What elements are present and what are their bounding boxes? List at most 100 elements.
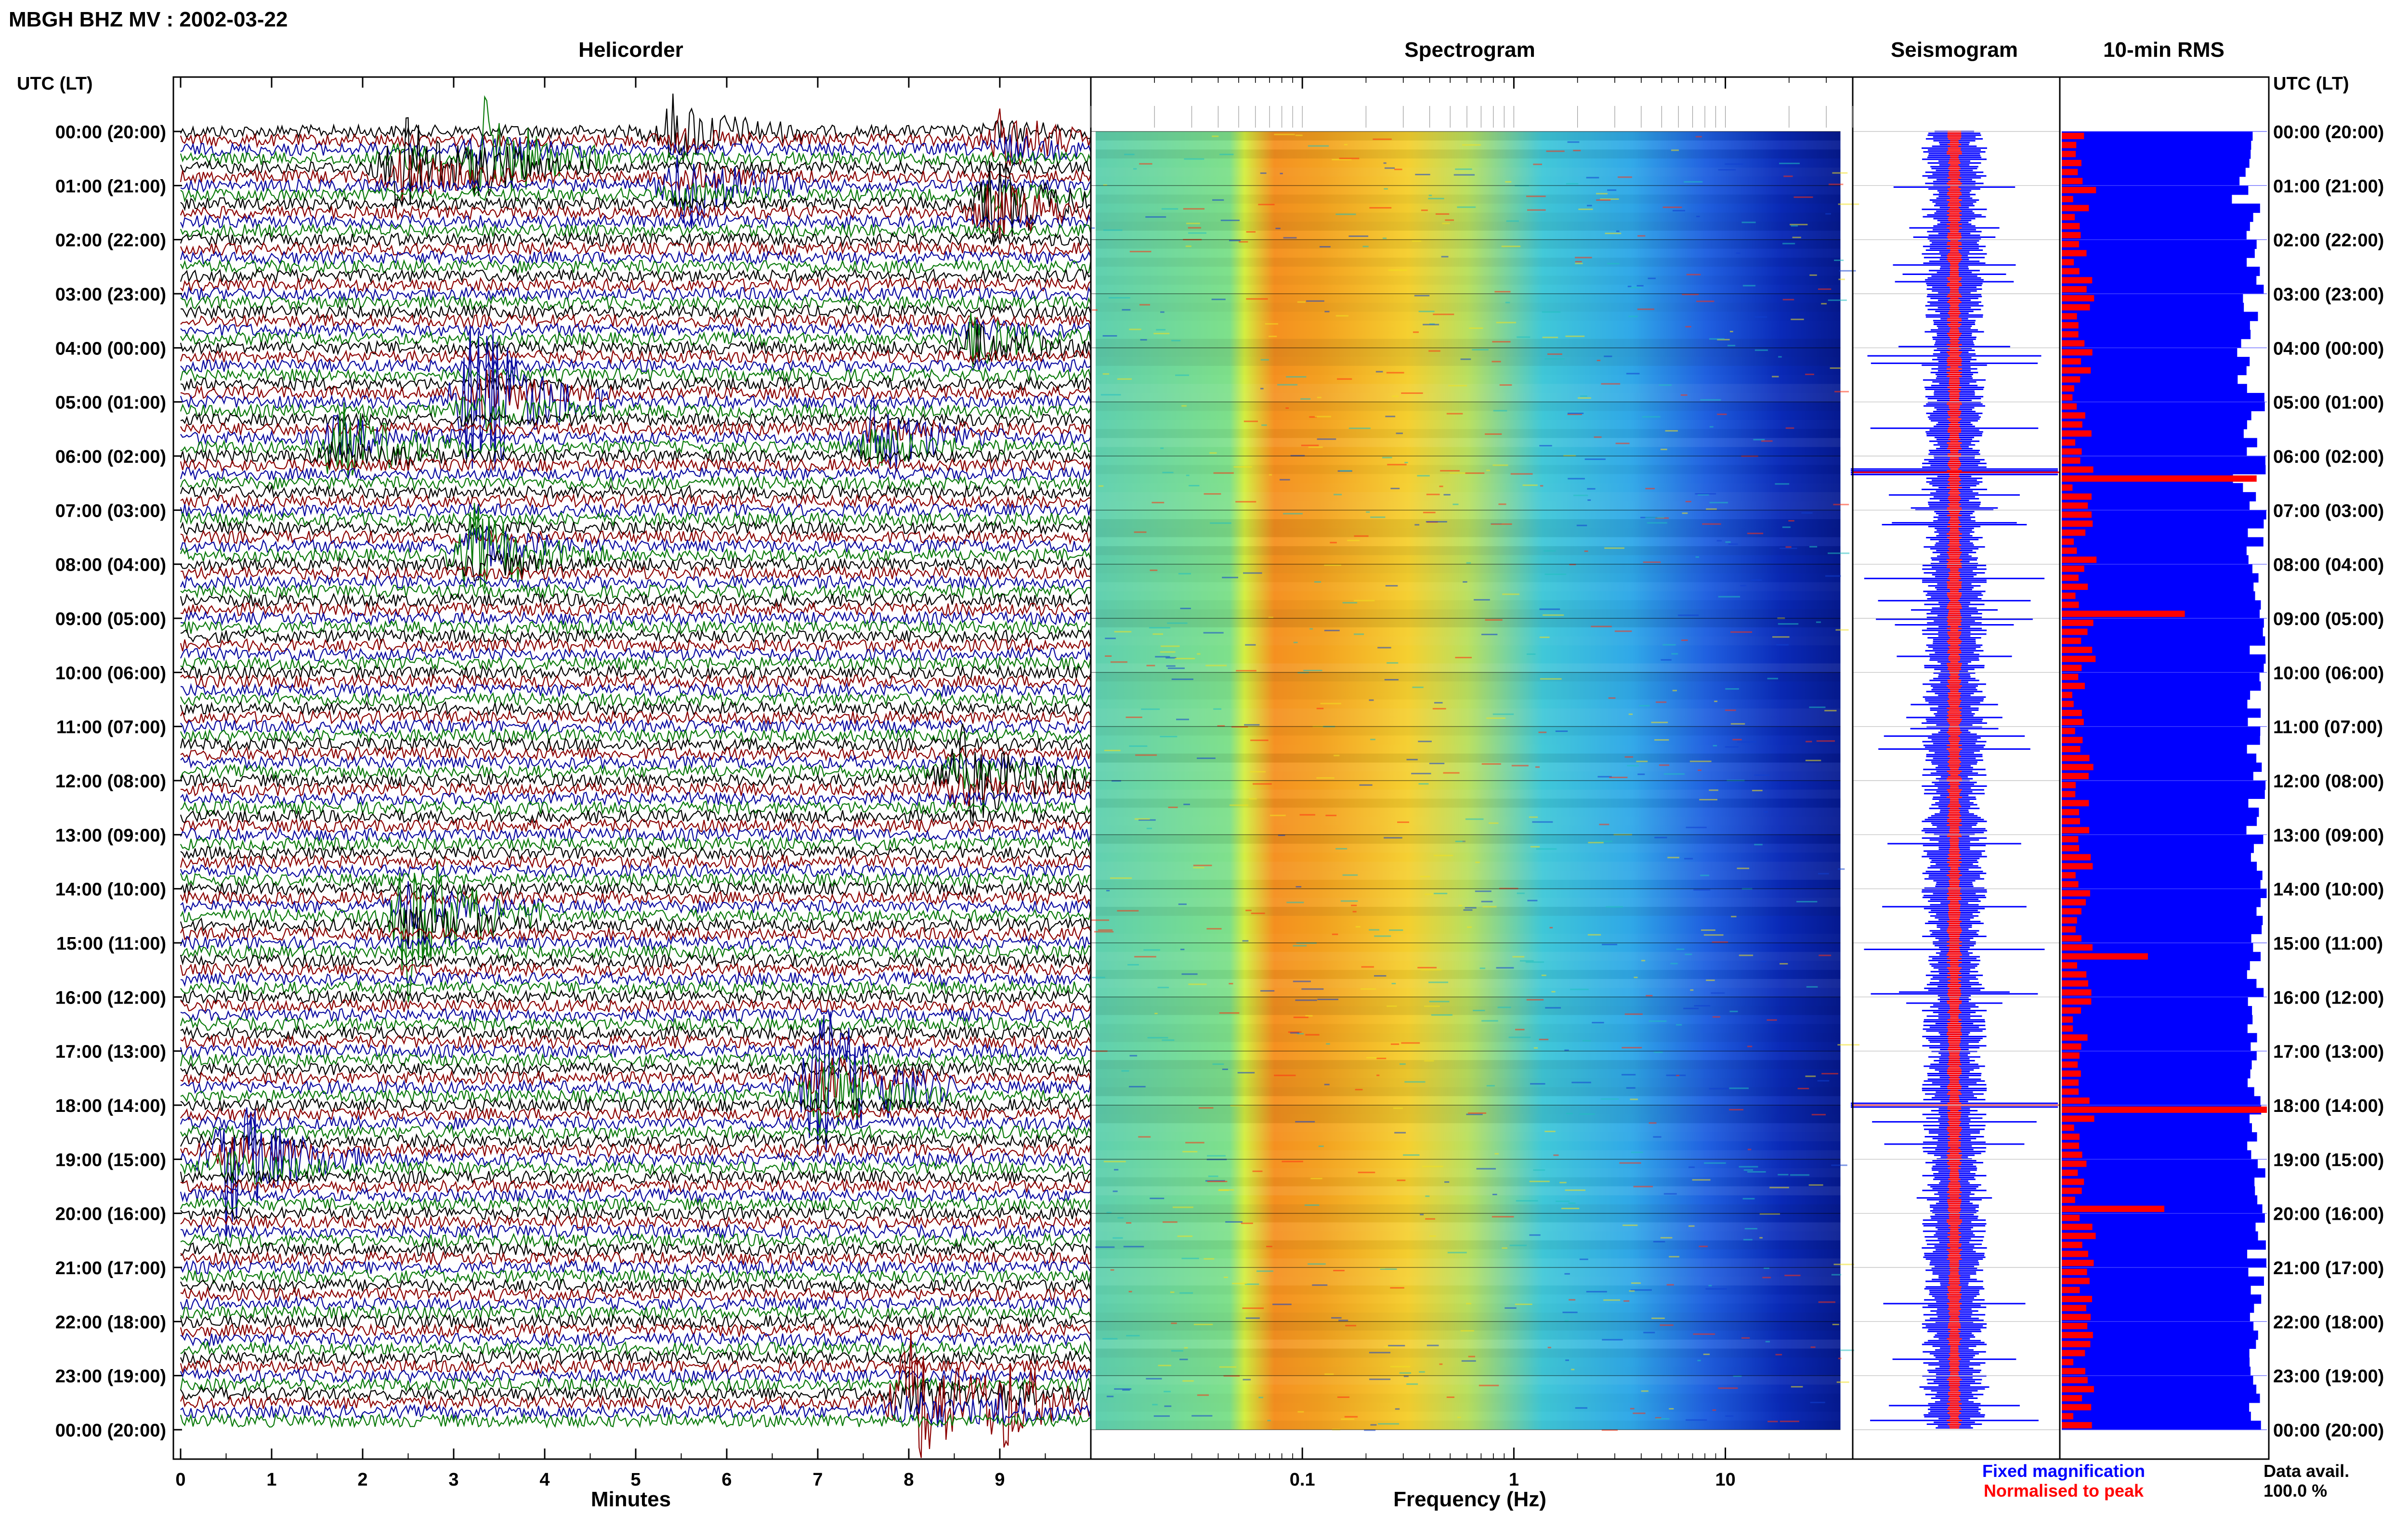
helicorder-trace — [180, 117, 1091, 212]
spectrogram-streak — [1530, 846, 1540, 848]
spectrogram-streak — [1468, 1112, 1486, 1114]
spectrogram-streak — [1384, 188, 1388, 190]
helicorder-trace — [180, 971, 1092, 988]
spectrogram-streak — [1540, 485, 1544, 487]
rms-fixed-bar — [2062, 1394, 2260, 1403]
rms-fixed-bar — [2062, 1186, 2255, 1196]
spectrogram-streak — [1386, 372, 1404, 374]
spectrogram-streak — [1364, 1429, 1376, 1431]
spectrogram-streak — [1666, 1074, 1686, 1076]
helicorder-trace — [180, 861, 1092, 1003]
rms-normalised-bar — [2062, 1241, 2082, 1248]
spectrogram-streak — [1245, 910, 1252, 912]
spectrogram-streak — [1374, 975, 1387, 977]
spectrogram-streak — [1792, 236, 1801, 238]
spectrogram-streak — [1653, 1136, 1662, 1138]
spectrogram-streak — [1496, 322, 1516, 324]
spectrogram-streak — [1392, 395, 1399, 397]
spectrogram-streak — [1453, 503, 1459, 505]
rms-normalised-bar — [2062, 926, 2076, 933]
spectrogram-streak — [1293, 980, 1311, 982]
helicorder-trace — [180, 1123, 1091, 1141]
spectrogram-row — [1096, 844, 1841, 853]
helicorder-title: Helicorder — [578, 38, 683, 62]
time-label-right: 18:00 (14:00) — [2273, 1096, 2384, 1116]
spectrogram-streak — [1369, 1352, 1391, 1354]
rms-normalised-bar — [2062, 268, 2080, 274]
rms-normalised-bar — [2062, 718, 2084, 725]
spectrogram-streak — [1129, 1055, 1138, 1057]
spectrogram-streak — [1492, 713, 1514, 715]
helicorder-trace — [180, 369, 1092, 421]
spectrogram-streak — [1744, 1227, 1757, 1229]
spectrogram-row — [1096, 726, 1841, 736]
rms-fixed-bar — [2062, 808, 2259, 817]
spectrogram-streak — [1561, 1207, 1580, 1209]
spectrogram-streak — [1266, 1246, 1272, 1248]
spectrogram-streak — [1791, 225, 1798, 227]
rms-fixed-bar — [2062, 510, 2266, 520]
spectrogram-streak — [1171, 1322, 1177, 1324]
rms-fixed-bar — [2062, 735, 2260, 745]
spectrogram-streak — [1481, 1020, 1498, 1022]
spectrogram-row — [1096, 222, 1841, 231]
spectrogram-streak — [1181, 1257, 1199, 1259]
spectrogram-streak — [1331, 1317, 1342, 1319]
rms-normalised-bar — [2062, 1413, 2073, 1420]
spectrogram-row — [1096, 167, 1841, 177]
spectrogram-streak — [1712, 1409, 1716, 1411]
spectrogram-streak — [1725, 541, 1731, 543]
spectrogram-streak — [1783, 175, 1793, 177]
spectrogram-streak — [1772, 376, 1779, 378]
rms-fixed-bar — [2062, 852, 2251, 862]
spectrogram-streak — [1633, 1412, 1646, 1414]
spectrogram-streak — [1530, 1083, 1545, 1085]
spectrogram-streak — [1588, 842, 1604, 844]
spectrogram-streak — [1429, 1001, 1450, 1003]
rms-normalised-bar — [2062, 1341, 2091, 1347]
helicorder-trace — [180, 906, 1091, 949]
spectrogram-streak — [1103, 229, 1123, 231]
rms-normalised-bar — [2062, 1395, 2082, 1402]
rms-fixed-bar — [2062, 384, 2247, 393]
spectrogram-streak — [1729, 1087, 1749, 1089]
spectrogram-row — [1096, 158, 1841, 168]
spectrogram-streak — [1665, 430, 1678, 432]
spectrogram-streak — [1527, 209, 1546, 211]
spectrogram-streak — [1527, 653, 1536, 655]
spectrogram-row — [1096, 916, 1841, 925]
helicorder-trace — [180, 520, 1092, 536]
spectrogram-streak — [1737, 867, 1750, 869]
helicorder-trace — [180, 240, 1092, 257]
spectrogram-row — [1096, 483, 1841, 492]
rms-normalised-bar — [2062, 277, 2093, 284]
spectrogram-streak — [1486, 470, 1490, 471]
rms-fixed-bar — [2062, 1276, 2264, 1286]
spectrogram-streak — [1185, 1142, 1204, 1144]
spectrogram-streak — [1390, 487, 1400, 489]
spectrogram-streak — [1171, 339, 1181, 341]
spectrogram-streak — [1270, 814, 1286, 816]
rms-fixed-bar — [2062, 717, 2248, 727]
helicorder-trace — [180, 745, 1092, 762]
helicorder-trace — [180, 394, 1091, 470]
spectrogram-streak — [1412, 240, 1422, 242]
spectrogram-streak — [1401, 1042, 1420, 1044]
rms-normalised-bar — [2062, 601, 2079, 608]
rms-normalised-bar — [2062, 1115, 2094, 1122]
spectrogram-streak — [1481, 634, 1498, 636]
spectrogram-streak — [1737, 741, 1757, 743]
spectrogram-streak — [1455, 840, 1466, 842]
spectrogram-streak — [1709, 502, 1728, 504]
spectrogram-streak — [1465, 472, 1485, 474]
spectrogram-streak — [1834, 391, 1849, 392]
spectrogram-streak — [1241, 1222, 1253, 1224]
time-label-right: 12:00 (08:00) — [2273, 771, 2384, 792]
rms-normalised-bar — [2062, 286, 2087, 293]
helicorder-trace — [180, 493, 1091, 509]
rms-fixed-bar — [2062, 1312, 2250, 1322]
helicorder-trace — [180, 583, 1091, 600]
spectrogram-streak — [1698, 494, 1709, 496]
spectrogram-streak — [1278, 835, 1285, 836]
